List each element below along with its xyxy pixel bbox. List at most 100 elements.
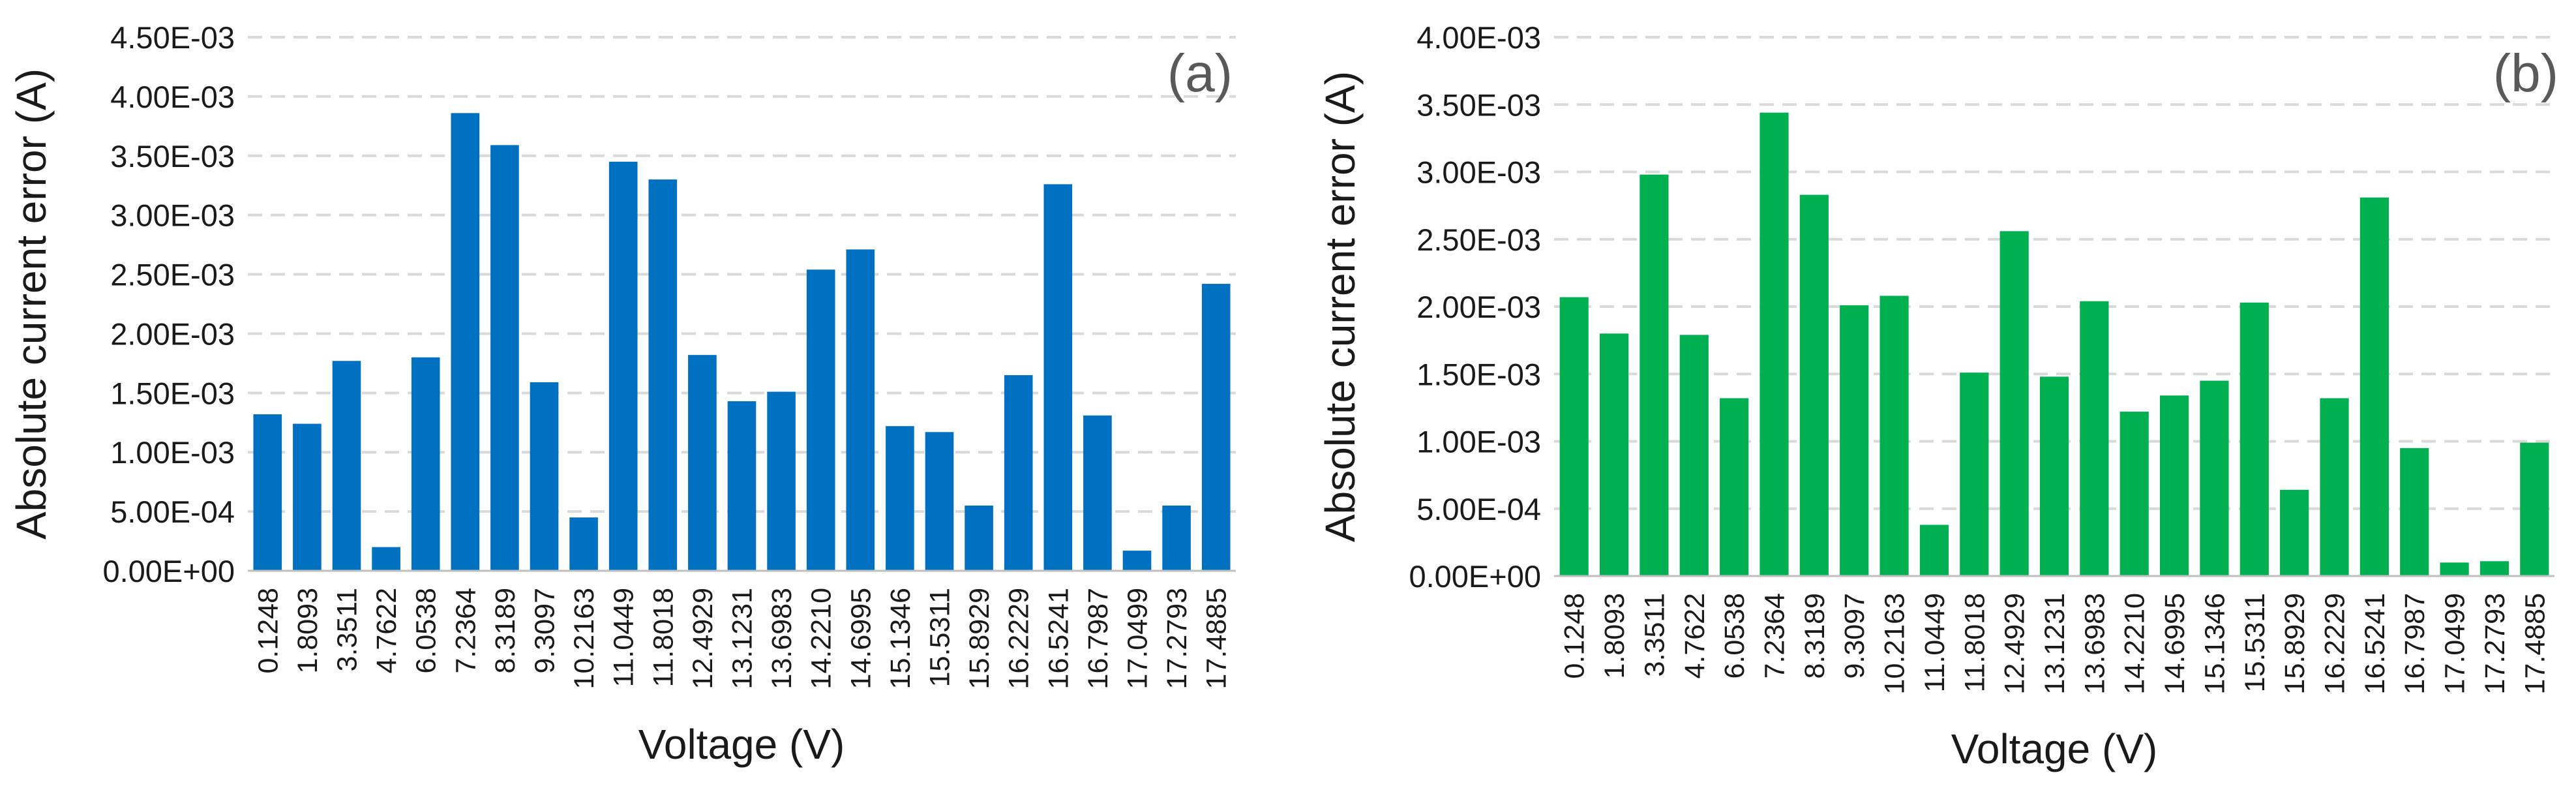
bar [2440, 562, 2469, 576]
x-tick-label: 12.4929 [1999, 593, 2031, 694]
x-tick-label: 17.4885 [1201, 588, 1233, 689]
x-tick-label: 3.3511 [1639, 593, 1670, 676]
x-tick-label: 0.1248 [1559, 593, 1591, 679]
y-axis-title: Absolute current error (A) [8, 68, 55, 539]
x-tick-label: 16.2229 [1004, 588, 1035, 689]
x-tick-label: 14.2210 [806, 588, 837, 689]
bar [2359, 197, 2389, 576]
x-tick-label: 15.1346 [2199, 593, 2230, 694]
x-tick-label: 6.0538 [1719, 593, 1750, 679]
chart-a: 0.00E+00 5.00E-04 1.00E-03 1.50E-03 2.00E-03… [8, 20, 1236, 768]
x-tick-label: 0.1248 [252, 588, 284, 674]
bar [1760, 112, 1789, 576]
x-tick-label: 13.1231 [727, 588, 758, 689]
y-tick-label: 0.00E+00 [1409, 559, 1541, 594]
x-tick-label: 4.7622 [1679, 593, 1711, 679]
y-tick-label: 5.00E-04 [1416, 492, 1541, 526]
x-axis-title: Voltage (V) [638, 721, 845, 768]
bar [1880, 296, 1909, 576]
x-tick-label: 3.3511 [332, 588, 363, 671]
bar [1799, 194, 1829, 577]
bar [806, 269, 835, 571]
y-tick-label: 3.50E-03 [1416, 87, 1541, 122]
x-tick-label: 8.3189 [490, 588, 521, 674]
bar [1559, 297, 1589, 576]
x-tick-label: 6.0538 [411, 588, 442, 674]
x-tick-label: 4.7622 [371, 588, 402, 674]
x-tick-label: 11.0449 [608, 588, 640, 687]
x-tick-label: 15.8929 [964, 588, 995, 689]
x-tick-label: 15.1346 [885, 588, 916, 689]
bar [2400, 448, 2429, 576]
x-tick-label: 17.0499 [2440, 593, 2471, 694]
x-tick-label: 1.8093 [292, 588, 323, 674]
y-tick-label: 4.50E-03 [110, 20, 235, 55]
bar [965, 506, 993, 571]
x-axis-title: Voltage (V) [1951, 725, 2158, 772]
x-tick-label: 15.5311 [2239, 593, 2271, 692]
bar [2520, 442, 2549, 576]
bar [767, 391, 796, 571]
y-tick-label: 2.00E-03 [1416, 290, 1541, 324]
bar [727, 401, 756, 571]
bar [569, 517, 598, 571]
x-tick-label: 1.8093 [1599, 593, 1630, 679]
bar [2200, 380, 2229, 576]
y-tick-label: 5.00E-04 [110, 494, 235, 529]
y-tick-label: 4.00E-03 [110, 80, 235, 114]
x-tick-label: 14.6995 [2159, 593, 2191, 694]
x-tick-label: 17.4885 [2519, 593, 2551, 694]
bar [2239, 302, 2269, 576]
x-tick-label: 17.0499 [1122, 588, 1154, 689]
x-tick-label: 8.3189 [1799, 593, 1831, 679]
bar [1201, 284, 1231, 571]
bar [1960, 372, 1989, 576]
bar [688, 355, 717, 571]
x-tick-label: 11.0449 [1919, 593, 1951, 692]
bar [648, 179, 678, 571]
x-tick-label: 7.2364 [450, 588, 481, 674]
x-tick-label: 17.2793 [1161, 588, 1193, 689]
y-axis-title: Absolute current error (A) [1317, 71, 1364, 542]
x-tick-label: 13.6983 [766, 588, 798, 689]
y-tick-label: 2.50E-03 [1416, 222, 1541, 257]
y-tick-label: 1.00E-03 [110, 435, 235, 470]
x-tick-label: 9.3097 [530, 588, 561, 674]
bar [1679, 335, 1709, 576]
bar [293, 423, 322, 571]
y-tick-label: 3.50E-03 [110, 139, 235, 174]
bar [1083, 415, 1112, 571]
x-tick-label: 10.2163 [569, 588, 600, 689]
bar [2080, 301, 2109, 576]
bar [332, 361, 361, 571]
y-tick-label: 2.50E-03 [110, 258, 235, 292]
bar [490, 145, 519, 571]
x-tick-label: 16.7987 [1083, 588, 1114, 689]
y-tick-label: 4.00E-03 [1416, 20, 1541, 55]
x-tick-label: 14.6995 [845, 588, 876, 689]
bar [451, 113, 480, 571]
panel-label: (a) [1167, 44, 1233, 103]
bar [1640, 174, 1669, 576]
bar [608, 161, 638, 571]
panel-label: (b) [2493, 44, 2558, 103]
y-tick-label: 2.00E-03 [110, 316, 235, 351]
x-tick-label: 14.2210 [2119, 593, 2151, 694]
y-tick-label: 1.00E-03 [1416, 425, 1541, 459]
x-tick-label: 16.5241 [2359, 593, 2391, 694]
x-tick-label: 11.8018 [648, 588, 679, 687]
bar [372, 547, 400, 571]
y-tick-label: 3.00E-03 [1416, 155, 1541, 190]
x-tick-label: 7.2364 [1759, 593, 1790, 679]
bar [1720, 398, 1749, 576]
x-tick-label: 13.1231 [2039, 593, 2071, 694]
x-tick-label: 15.5311 [925, 588, 956, 687]
bar [2479, 561, 2509, 576]
bar [2280, 489, 2309, 576]
bar [1122, 551, 1152, 571]
x-tick-label: 17.2793 [2479, 593, 2511, 694]
chart-b: 0.00E+00 5.00E-04 1.00E-03 1.50E-03 2.00E-03… [1317, 20, 2558, 772]
bar [1919, 524, 1949, 576]
x-tick-label: 16.2229 [2320, 593, 2351, 694]
